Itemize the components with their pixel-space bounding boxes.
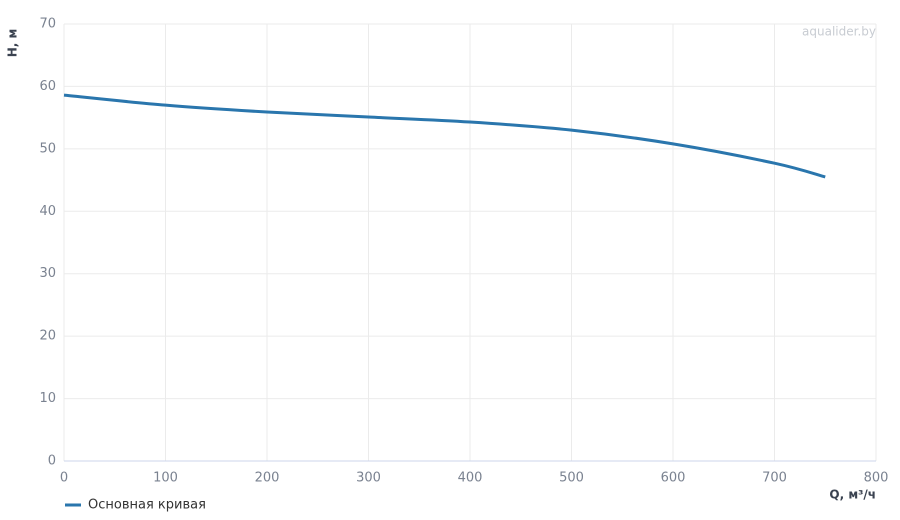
y-tick-label: 10 — [39, 391, 56, 406]
x-tick-label: 400 — [458, 471, 483, 486]
data-line — [63, 93, 826, 179]
y-axis-label: H, м — [6, 29, 20, 58]
x-tick-label: 800 — [864, 471, 889, 486]
y-tick-label: 40 — [39, 204, 56, 219]
y-tick-label: 30 — [39, 266, 56, 281]
legend-label: Основная кривая — [88, 498, 206, 513]
x-tick-label: 100 — [153, 471, 178, 486]
x-tick-label: 200 — [255, 471, 280, 486]
y-tick-label: 70 — [39, 17, 56, 32]
y-tick-label: 60 — [39, 79, 56, 94]
x-tick-label: 500 — [559, 471, 584, 486]
x-tick-label: 700 — [762, 471, 787, 486]
x-tick-label: 0 — [60, 471, 68, 486]
watermark: aqualider.by — [802, 25, 876, 39]
x-tick-label: 600 — [661, 471, 686, 486]
y-tick-label: 0 — [48, 454, 56, 469]
y-tick-label: 20 — [39, 329, 56, 344]
x-tick-label: 300 — [356, 471, 381, 486]
y-tick-label: 50 — [39, 141, 56, 156]
x-axis-label: Q, м³/ч — [829, 488, 876, 502]
